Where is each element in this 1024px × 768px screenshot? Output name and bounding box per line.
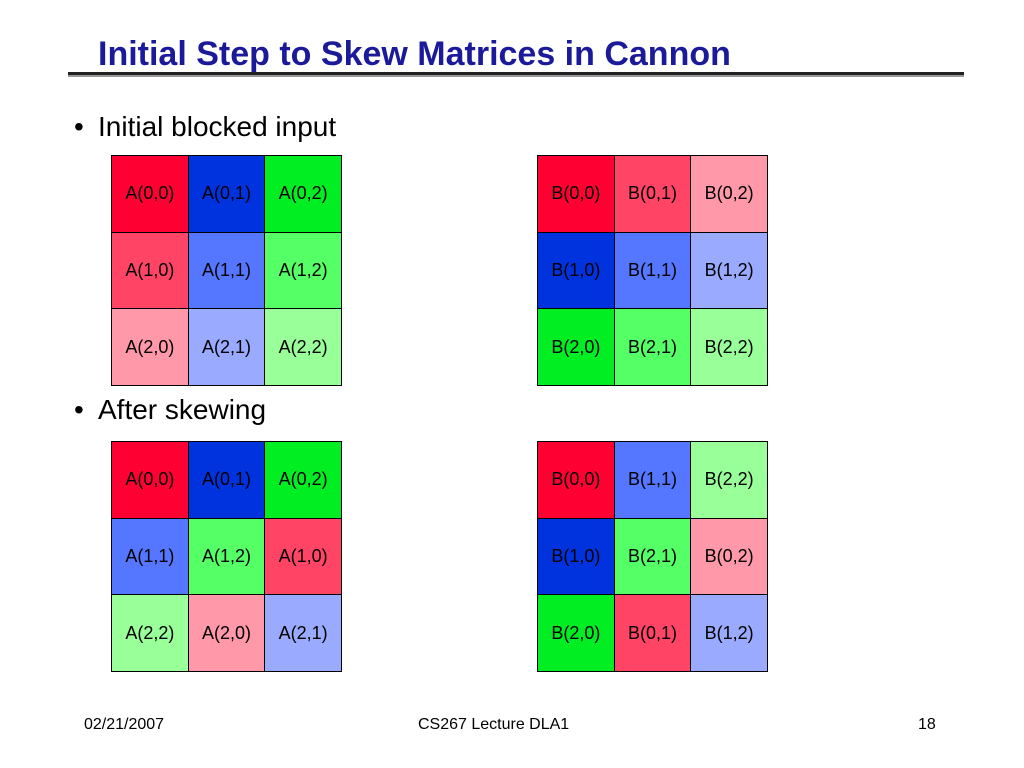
matrix-block: A(1,1) [188, 232, 266, 310]
footer-date: 02/21/2007 [84, 716, 165, 733]
matrix-block: B(1,0) [538, 232, 615, 310]
bullet-initial-input: • Initial blocked input [74, 110, 336, 144]
matrix-block: B(0,2) [691, 156, 768, 233]
matrix-block: B(2,1) [614, 309, 692, 386]
matrix-block: A(2,2) [265, 309, 342, 386]
matrix-block: B(2,2) [691, 309, 768, 386]
bullet-dot: • [74, 111, 84, 142]
matrix-block: A(0,2) [265, 442, 342, 519]
matrix-block: B(0,2) [691, 518, 768, 596]
matrix-block: A(2,0) [188, 595, 266, 672]
matrix-block: B(2,1) [614, 518, 692, 596]
title-underline [68, 72, 964, 75]
matrix-block: A(0,1) [188, 442, 266, 519]
matrix-block: A(1,0) [265, 518, 342, 596]
matrix-block: A(2,0) [112, 309, 189, 386]
matrix-block: B(2,0) [538, 595, 615, 672]
bullet-text: Initial blocked input [98, 111, 337, 142]
footer-course: CS267 Lecture DLA1 [418, 716, 570, 733]
matrix-block: A(0,1) [188, 156, 266, 233]
matrix-b-skewed: B(0,0) B(1,1) B(2,2) B(1,0) B(2,1) B(0,2) B(2,… [537, 441, 768, 672]
matrix-block: B(1,0) [538, 518, 615, 596]
matrix-block: A(1,2) [265, 232, 342, 310]
matrix-block: A(1,0) [112, 232, 189, 310]
matrix-block: B(0,1) [614, 156, 692, 233]
bullet-dot: • [74, 394, 84, 425]
slide-title: Initial Step to Skew Matrices in Cannon [98, 35, 731, 73]
matrix-block: B(1,2) [691, 595, 768, 672]
matrix-b-initial: B(0,0) B(0,1) B(0,2) B(1,0) B(1,1) B(1,2) B(2,… [537, 155, 768, 386]
footer-page-number: 18 [918, 716, 936, 733]
matrix-block: B(1,1) [614, 442, 692, 519]
matrix-block: B(1,2) [691, 232, 768, 310]
matrix-block: A(2,1) [188, 309, 266, 386]
matrix-block: B(1,1) [614, 232, 692, 310]
matrix-block: A(2,1) [265, 595, 342, 672]
matrix-block: B(0,1) [614, 595, 692, 672]
matrix-a-initial: A(0,0) A(0,1) A(0,2) A(1,0) A(1,1) A(1,2) A(2,… [111, 155, 342, 386]
matrix-block: A(2,2) [112, 595, 189, 672]
bullet-after-skewing: • After skewing [74, 393, 266, 427]
matrix-block: B(0,0) [538, 442, 615, 519]
bullet-text: After skewing [98, 394, 267, 425]
matrix-block: A(1,1) [112, 518, 189, 596]
matrix-a-skewed: A(0,0) A(0,1) A(0,2) A(1,1) A(1,2) A(1,0) A(2,… [111, 441, 342, 672]
matrix-block: B(2,2) [691, 442, 768, 519]
matrix-block: A(0,0) [112, 442, 189, 519]
matrix-block: A(0,2) [265, 156, 342, 233]
matrix-block: A(1,2) [188, 518, 266, 596]
matrix-block: B(0,0) [538, 156, 615, 233]
matrix-block: A(0,0) [112, 156, 189, 233]
matrix-block: B(2,0) [538, 309, 615, 386]
